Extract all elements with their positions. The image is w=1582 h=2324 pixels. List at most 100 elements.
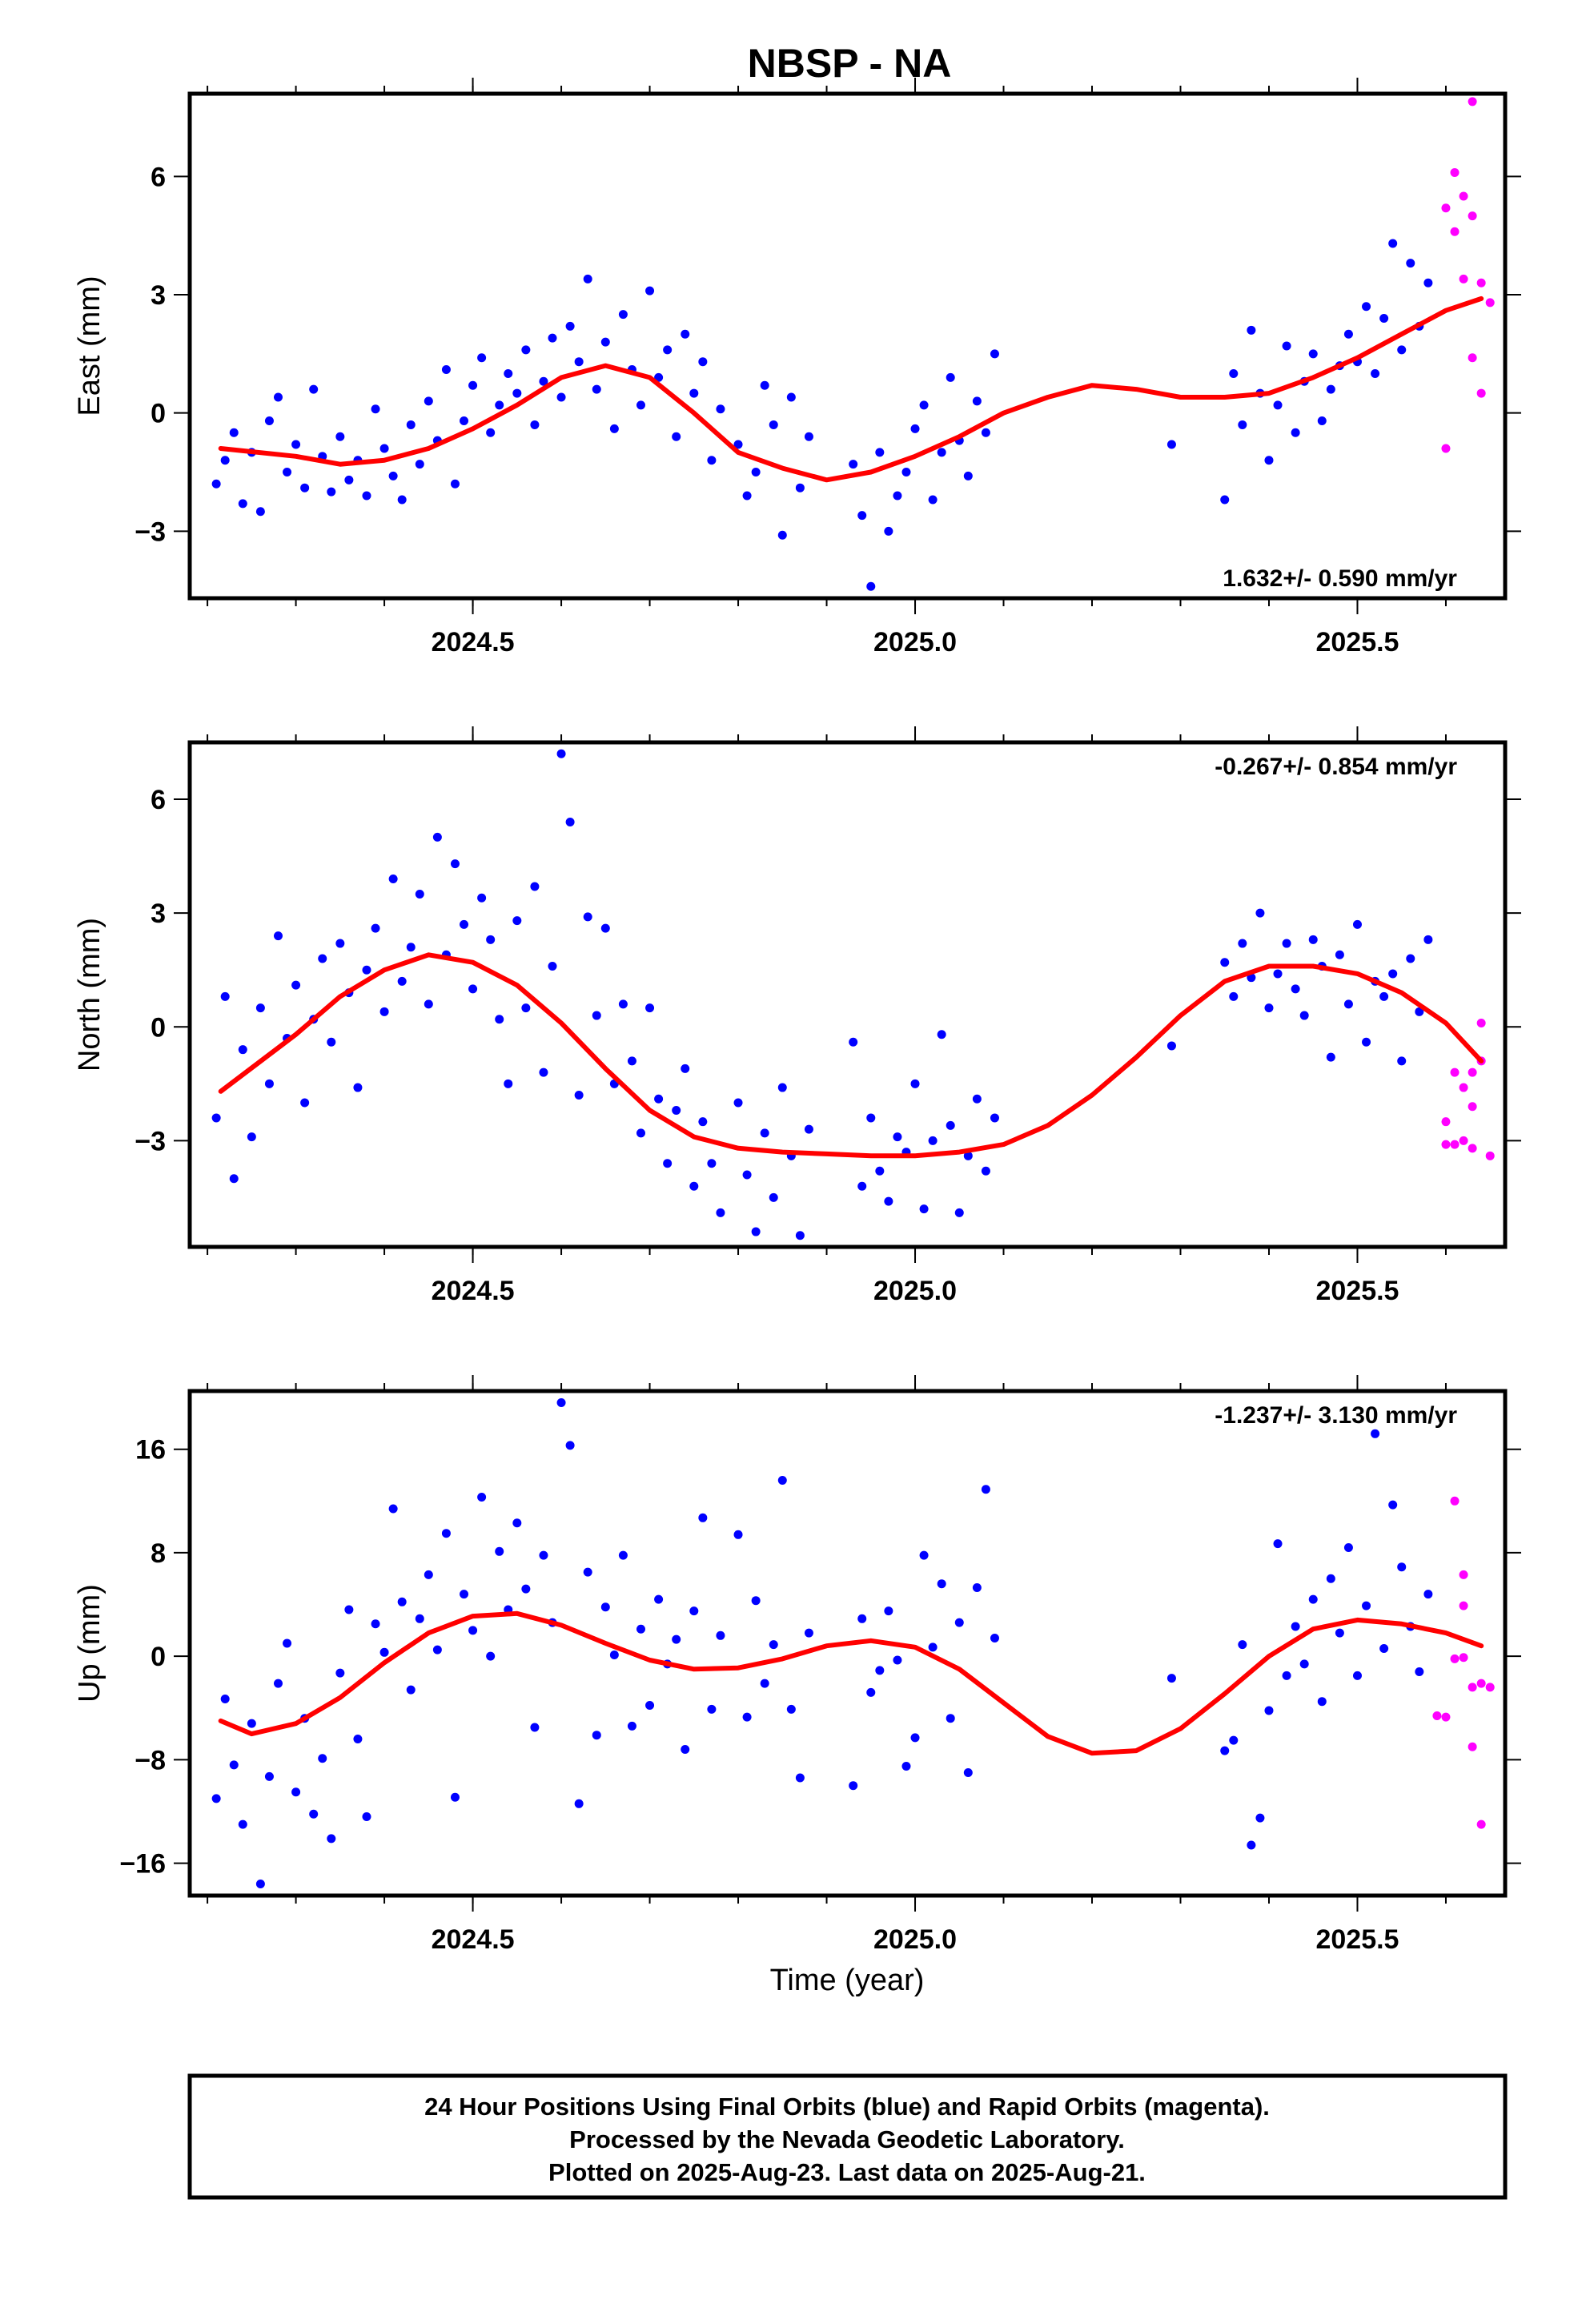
rapid-orbit-point — [1459, 274, 1468, 283]
final-orbit-point — [388, 1504, 398, 1514]
final-orbit-point — [1388, 1500, 1398, 1510]
final-orbit-point — [1229, 991, 1239, 1001]
final-orbit-point — [583, 274, 592, 283]
final-orbit-point — [1335, 1628, 1344, 1638]
rapid-orbit-point — [1476, 1679, 1486, 1688]
y-tick-label: 8 — [151, 1538, 166, 1569]
final-orbit-point — [1229, 1735, 1239, 1745]
final-orbit-point — [919, 400, 929, 410]
final-orbit-point — [238, 1819, 247, 1829]
final-orbit-point — [512, 1518, 522, 1528]
final-orbit-point — [238, 499, 247, 509]
final-orbit-point — [804, 432, 813, 441]
final-orbit-point — [804, 1628, 813, 1638]
final-orbit-point — [1423, 1590, 1433, 1599]
final-orbit-point — [760, 1128, 769, 1138]
rapid-orbit-point — [1476, 278, 1486, 287]
final-orbit-point — [211, 1794, 221, 1803]
final-orbit-point — [901, 468, 911, 476]
final-orbit-point — [486, 428, 496, 437]
final-orbit-point — [1282, 1671, 1291, 1680]
final-orbit-point — [406, 420, 416, 429]
final-orbit-point — [1343, 329, 1353, 339]
final-orbit-point — [1317, 416, 1327, 426]
final-orbit-point — [1220, 1746, 1230, 1755]
final-orbit-point — [857, 1181, 867, 1191]
rapid-orbit-point — [1468, 1144, 1477, 1153]
final-orbit-point — [1299, 1011, 1309, 1020]
final-orbit-point — [415, 889, 424, 899]
final-orbit-point — [1255, 1813, 1265, 1823]
final-orbit-point — [1326, 1052, 1335, 1062]
final-orbit-point — [698, 1117, 708, 1127]
final-orbit-point — [441, 365, 451, 375]
final-orbit-point — [849, 1037, 858, 1047]
x-tick-label: 2024.5 — [432, 627, 515, 657]
final-orbit-point — [273, 931, 283, 941]
final-orbit-point — [954, 1618, 964, 1627]
final-orbit-point — [645, 286, 655, 296]
final-orbit-point — [893, 1655, 902, 1665]
footer-box: 24 Hour Positions Using Final Orbits (bl… — [187, 2073, 1508, 2200]
final-orbit-point — [636, 1624, 646, 1634]
final-orbit-point — [397, 976, 407, 986]
final-orbit-point — [450, 859, 460, 869]
final-orbit-point — [866, 1687, 876, 1697]
final-orbit-point — [1388, 969, 1398, 979]
final-orbit-point — [264, 1079, 274, 1088]
final-orbit-point — [716, 404, 725, 414]
final-orbit-point — [556, 1398, 566, 1408]
final-orbit-point — [592, 384, 601, 394]
y-tick-label: −8 — [135, 1745, 166, 1775]
final-orbit-point — [574, 357, 584, 367]
final-orbit-point — [512, 388, 522, 398]
final-orbit-point — [972, 1094, 982, 1104]
final-orbit-point — [963, 471, 973, 480]
final-orbit-point — [672, 1634, 681, 1644]
footer-frame — [187, 2073, 1508, 2200]
final-orbit-point — [937, 448, 946, 457]
final-orbit-point — [769, 1640, 778, 1650]
final-orbit-point — [318, 1754, 327, 1763]
final-orbit-point — [220, 991, 230, 1001]
final-orbit-point — [1238, 1640, 1247, 1650]
y-tick-label: −3 — [135, 517, 166, 547]
final-orbit-point — [733, 1098, 743, 1108]
y-axis-label: North (mm) — [73, 918, 106, 1072]
final-orbit-point — [283, 1638, 292, 1648]
chart-panels: 2024.5 2025.0 2025.5 −3 0 3 6 East (mm) 1.632+/-… — [73, 78, 1521, 1955]
final-orbit-point — [424, 1570, 433, 1579]
y-tick-label: 0 — [151, 399, 166, 429]
final-orbit-point — [495, 1546, 504, 1556]
final-orbit-point — [1220, 495, 1230, 505]
final-orbit-point — [318, 954, 327, 963]
final-orbit-point — [379, 1647, 389, 1657]
final-orbit-point — [379, 444, 389, 453]
rapid-orbit-point — [1450, 227, 1460, 236]
rapid-orbit-point — [1485, 1683, 1495, 1692]
final-orbit-point — [477, 353, 487, 363]
final-orbit-point — [893, 491, 902, 501]
final-orbit-point — [645, 1701, 655, 1711]
footer-line-3: Plotted on 2025-Aug-23. Last data on 202… — [548, 2158, 1146, 2186]
final-orbit-point — [424, 999, 433, 1009]
final-orbit-point — [291, 440, 301, 449]
final-orbit-point — [804, 1124, 813, 1134]
final-orbit-point — [946, 372, 955, 382]
final-orbit-point — [460, 416, 469, 426]
final-orbit-point — [565, 1441, 575, 1450]
final-orbit-point — [583, 1567, 592, 1577]
final-orbit-point — [663, 345, 673, 355]
final-orbit-point — [486, 1651, 496, 1661]
rapid-orbit-point — [1476, 1819, 1486, 1829]
final-orbit-point — [335, 939, 345, 948]
final-orbit-point — [477, 893, 487, 903]
rapid-orbit-point — [1468, 1102, 1477, 1112]
footer-line-2: Processed by the Nevada Geodetic Laborat… — [569, 2125, 1125, 2153]
final-orbit-point — [928, 1136, 938, 1145]
plot-frame — [187, 740, 1508, 1249]
final-orbit-point — [1379, 1643, 1389, 1653]
final-orbit-point — [733, 1530, 743, 1539]
final-orbit-point — [893, 1132, 902, 1142]
final-orbit-point — [1326, 384, 1335, 394]
